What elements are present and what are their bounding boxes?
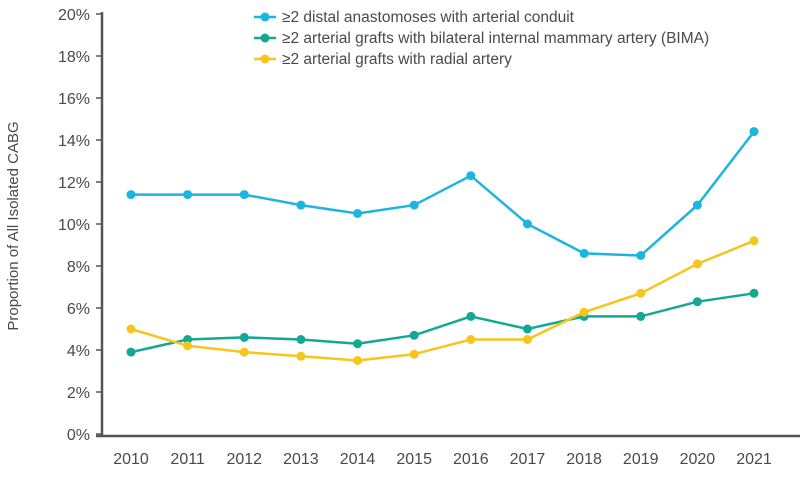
legend-item: ≥2 arterial grafts with radial artery — [254, 51, 512, 68]
data-point — [239, 332, 249, 342]
data-point — [466, 311, 476, 321]
series-line — [130, 239, 755, 362]
data-point — [239, 190, 249, 200]
y-tick-label: 14% — [58, 133, 90, 150]
series-line — [131, 130, 755, 257]
data-point — [749, 288, 759, 298]
data-point — [409, 200, 419, 210]
data-point — [296, 351, 306, 361]
x-tick-label: 2018 — [566, 451, 602, 468]
data-point — [239, 347, 249, 357]
y-tick-label: 12% — [58, 175, 90, 192]
data-point — [579, 307, 589, 317]
data-point — [466, 335, 476, 344]
series-0 — [126, 127, 759, 260]
legend-item: ≥2 arterial grafts with bilateral intern… — [254, 30, 709, 47]
y-tick-label: 20% — [58, 7, 90, 24]
x-tick-label: 2011 — [170, 451, 205, 468]
data-point — [466, 171, 476, 181]
data-point — [353, 356, 363, 365]
x-tick-label: 2015 — [396, 451, 432, 468]
x-tick-label: 2013 — [283, 451, 319, 468]
data-point — [183, 341, 193, 351]
data-point — [126, 324, 136, 334]
legend-marker — [260, 12, 270, 22]
legend-label: ≥2 arterial grafts with bilateral intern… — [282, 30, 709, 47]
data-point — [636, 311, 646, 321]
data-point — [183, 190, 193, 200]
legend-label: ≥2 arterial grafts with radial artery — [282, 51, 512, 68]
x-tick-label: 2020 — [680, 451, 716, 468]
legend-marker — [260, 33, 270, 43]
y-tick-label: 2% — [67, 385, 90, 402]
x-tick-label: 2019 — [623, 451, 659, 468]
data-point — [749, 236, 759, 246]
data-point — [126, 347, 136, 357]
data-point — [409, 330, 419, 340]
y-tick-label: 18% — [58, 49, 90, 66]
data-point — [522, 219, 532, 229]
x-tick-label: 2014 — [340, 451, 376, 468]
data-point — [636, 288, 646, 298]
y-tick-label: 16% — [58, 91, 90, 108]
data-point — [126, 190, 136, 200]
data-point — [636, 251, 646, 260]
x-tick-label: 2016 — [453, 451, 489, 468]
data-point — [522, 335, 532, 344]
y-tick-label: 8% — [67, 259, 90, 276]
series-line — [130, 292, 755, 354]
data-point — [692, 259, 702, 269]
y-tick-label: 10% — [58, 217, 90, 234]
legend-marker — [260, 54, 270, 64]
x-tick-label: 2021 — [736, 451, 772, 468]
data-point — [749, 127, 759, 137]
x-tick-label: 2017 — [510, 451, 546, 468]
data-point — [183, 335, 193, 344]
data-point — [692, 297, 702, 307]
series-2 — [126, 236, 759, 365]
y-tick-label: 4% — [67, 343, 90, 360]
data-point — [296, 200, 306, 210]
data-point — [409, 349, 419, 359]
legend-label: ≥2 distal anastomoses with arterial cond… — [282, 9, 575, 26]
y-tick-label: 0% — [67, 427, 90, 444]
y-axis-label: Proportion of All Isolated CABG — [5, 121, 22, 330]
legend-item: ≥2 distal anastomoses with arterial cond… — [254, 9, 575, 26]
data-point — [522, 324, 532, 334]
data-point — [353, 209, 363, 218]
data-point — [692, 200, 702, 210]
x-tick-label: 2012 — [226, 451, 262, 468]
y-tick-label: 6% — [67, 301, 90, 318]
data-point — [296, 335, 306, 344]
data-point — [353, 339, 363, 349]
x-tick-label: 2010 — [113, 451, 149, 468]
series-1 — [126, 288, 759, 357]
data-point — [579, 248, 589, 258]
